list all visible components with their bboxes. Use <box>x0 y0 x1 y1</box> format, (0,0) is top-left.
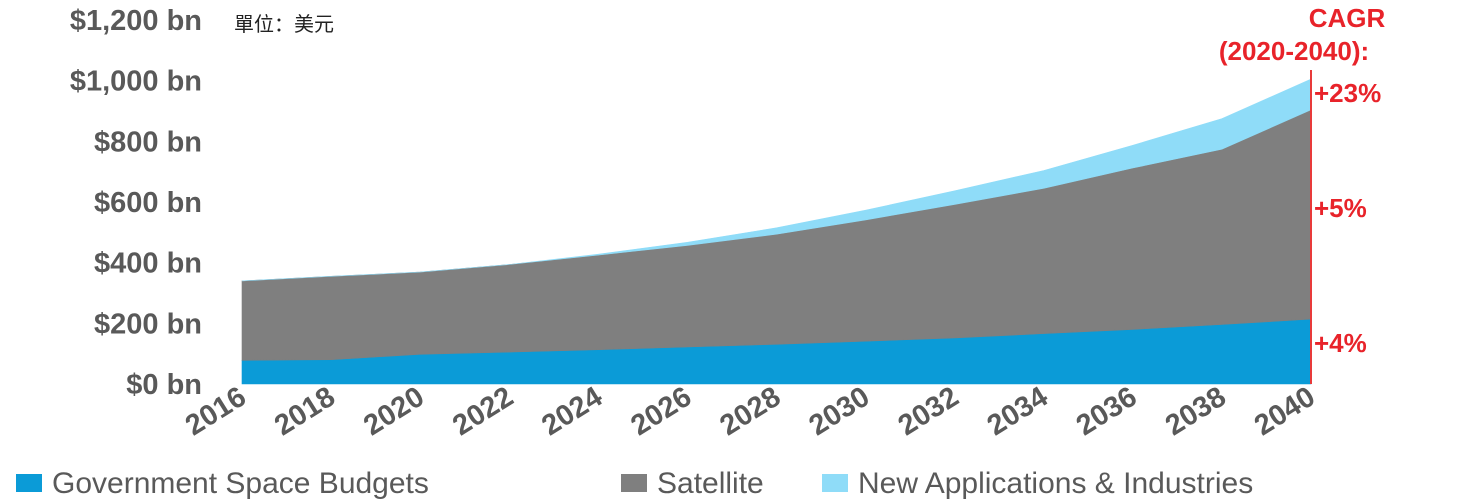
y-tick-label: $0 bn <box>126 369 202 401</box>
x-axis: 2016 2018 2020 2022 2024 2026 2028 2030 2032 2034… <box>180 381 1321 442</box>
legend-label-satellite: Satellite <box>657 467 764 500</box>
cagr-title-line1: CAGR <box>1309 3 1386 33</box>
x-tick-label: 2026 <box>625 381 697 442</box>
x-tick-label: 2024 <box>536 381 608 442</box>
x-tick-label: 2040 <box>1249 381 1321 442</box>
y-axis: $0 bn $200 bn $400 bn $600 bn $800 bn $1,000 … <box>70 5 202 401</box>
x-tick-label: 2036 <box>1071 381 1143 442</box>
x-tick-label: 2022 <box>447 381 519 442</box>
legend-label-government-space-budgets: Government Space Budgets <box>52 467 429 500</box>
y-tick-label: $400 bn <box>94 248 202 280</box>
y-tick-label: $200 bn <box>94 308 202 340</box>
x-tick-label: 2034 <box>982 381 1054 442</box>
y-tick-label: $800 bn <box>94 126 202 158</box>
cagr-title-line2: (2020-2040): <box>1219 36 1369 66</box>
cagr-value-satellite: +5% <box>1314 193 1367 223</box>
legend-swatch-new-applications-and-industries <box>822 474 848 492</box>
legend: Government Space Budgets Satellite New App… <box>16 467 1253 500</box>
chart-areas <box>241 78 1312 385</box>
x-tick-label: 2030 <box>804 381 876 442</box>
x-tick-label: 2020 <box>358 381 430 442</box>
x-tick-label: 2032 <box>893 381 965 442</box>
legend-swatch-government-space-budgets <box>16 474 42 492</box>
x-tick-label: 2018 <box>269 381 341 442</box>
x-tick-label: 2038 <box>1160 381 1232 442</box>
legend-label-new-applications-and-industries: New Applications & Industries <box>858 467 1253 500</box>
x-tick-label: 2028 <box>715 381 787 442</box>
legend-swatch-satellite <box>621 474 647 492</box>
cagr-value-new-applications: +23% <box>1314 78 1381 108</box>
y-tick-label: $600 bn <box>94 187 202 219</box>
y-tick-label: $1,200 bn <box>70 5 202 37</box>
cagr-value-government: +4% <box>1314 328 1367 358</box>
unit-label: 單位：美元 <box>234 12 334 36</box>
y-tick-label: $1,000 bn <box>70 66 202 98</box>
